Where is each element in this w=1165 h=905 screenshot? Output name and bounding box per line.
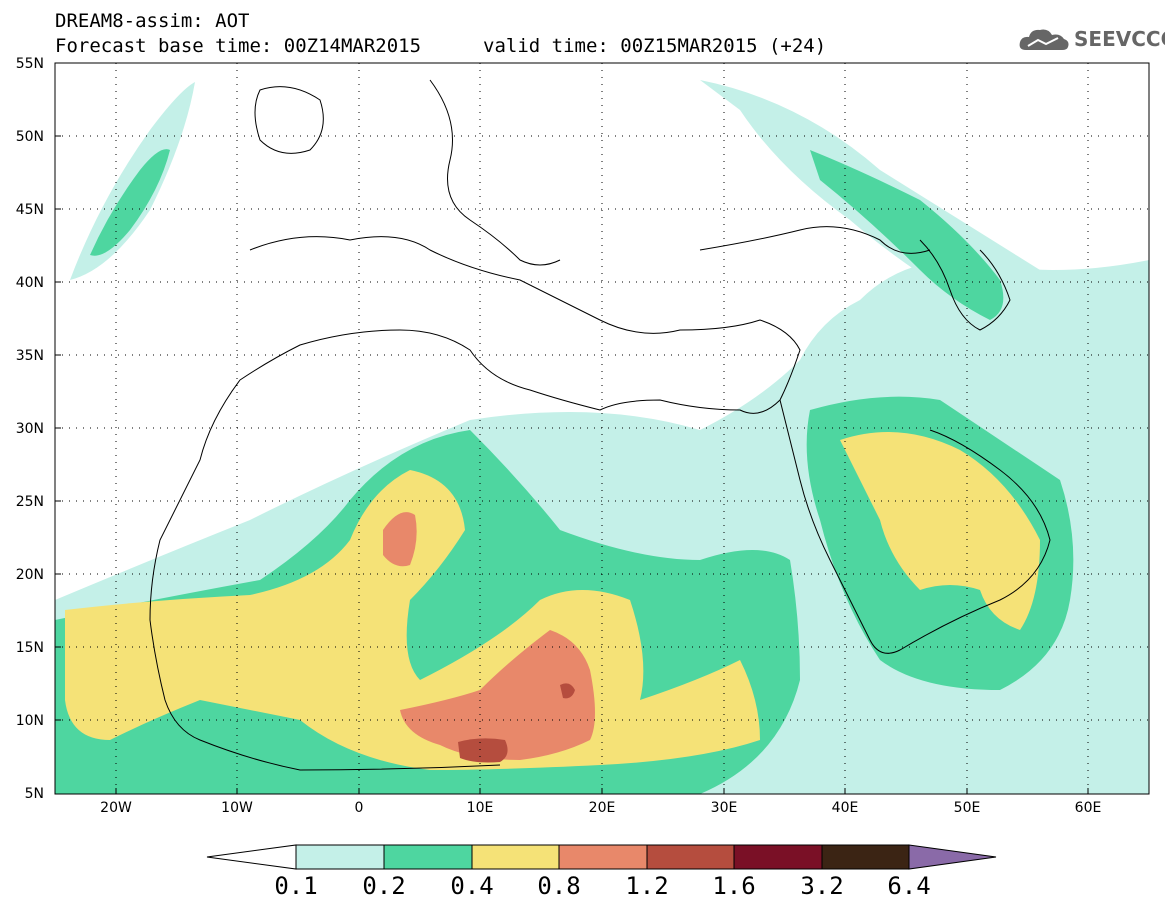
cloud-icon	[1019, 29, 1069, 50]
colorbar-label-0: 0.1	[274, 872, 318, 900]
colorbar-label-3: 0.8	[537, 872, 581, 900]
lon-label-10w: 10W	[221, 800, 253, 816]
aot-band-0.8	[400, 630, 595, 760]
colorbar-label-7: 6.4	[887, 872, 931, 900]
lon-label-40e: 40E	[831, 800, 859, 816]
aot-band-0.8-niger	[383, 512, 417, 567]
aot-band-0.4-arabia	[840, 432, 1040, 630]
aot-band-0.2-caspian	[810, 150, 1004, 320]
colorbar-label-4: 1.2	[625, 872, 669, 900]
lat-label-25n: 25N	[15, 494, 44, 510]
lat-label-55n: 55N	[15, 56, 44, 72]
lat-label-10n: 10N	[15, 713, 44, 729]
lat-label-45n: 45N	[15, 202, 44, 218]
graticule	[55, 63, 1149, 794]
lon-label-60e: 60E	[1074, 800, 1102, 816]
aot-fields	[55, 80, 1149, 794]
tick-marks	[55, 62, 1089, 795]
aot-band-1.2-chad	[560, 683, 575, 699]
lon-label-50e: 50E	[953, 800, 981, 816]
lat-label-50n: 50N	[15, 129, 44, 145]
colorbar-label-1: 0.2	[362, 872, 406, 900]
lon-label-20w: 20W	[100, 800, 132, 816]
logo-text: SEEVCCC	[1074, 27, 1165, 51]
colorbar-label-6: 3.2	[800, 872, 844, 900]
lon-label-20e: 20E	[588, 800, 616, 816]
colorbar-label-2: 0.4	[450, 872, 494, 900]
map-title: DREAM8-assim: AOT	[55, 10, 250, 32]
lon-label-30e: 30E	[710, 800, 738, 816]
valid-time: valid time: 00Z15MAR2015 (+24)	[483, 35, 827, 57]
lat-label-30n: 30N	[15, 421, 44, 437]
lat-label-35n: 35N	[15, 348, 44, 364]
lon-label-0: 0	[354, 800, 364, 816]
lat-label-15n: 15N	[15, 640, 44, 656]
coastlines	[149, 79, 1051, 771]
lat-label-20n: 20N	[15, 567, 44, 583]
colorbar-label-5: 1.6	[712, 872, 756, 900]
aot-band-1.2	[458, 738, 508, 763]
lat-label-40n: 40N	[15, 275, 44, 291]
lon-label-10e: 10E	[466, 800, 494, 816]
lat-label-5n: 5N	[24, 786, 44, 802]
forecast-base-time: Forecast base time: 00Z14MAR2015	[55, 35, 422, 57]
aot-band-0.2-atlantic	[90, 149, 170, 256]
